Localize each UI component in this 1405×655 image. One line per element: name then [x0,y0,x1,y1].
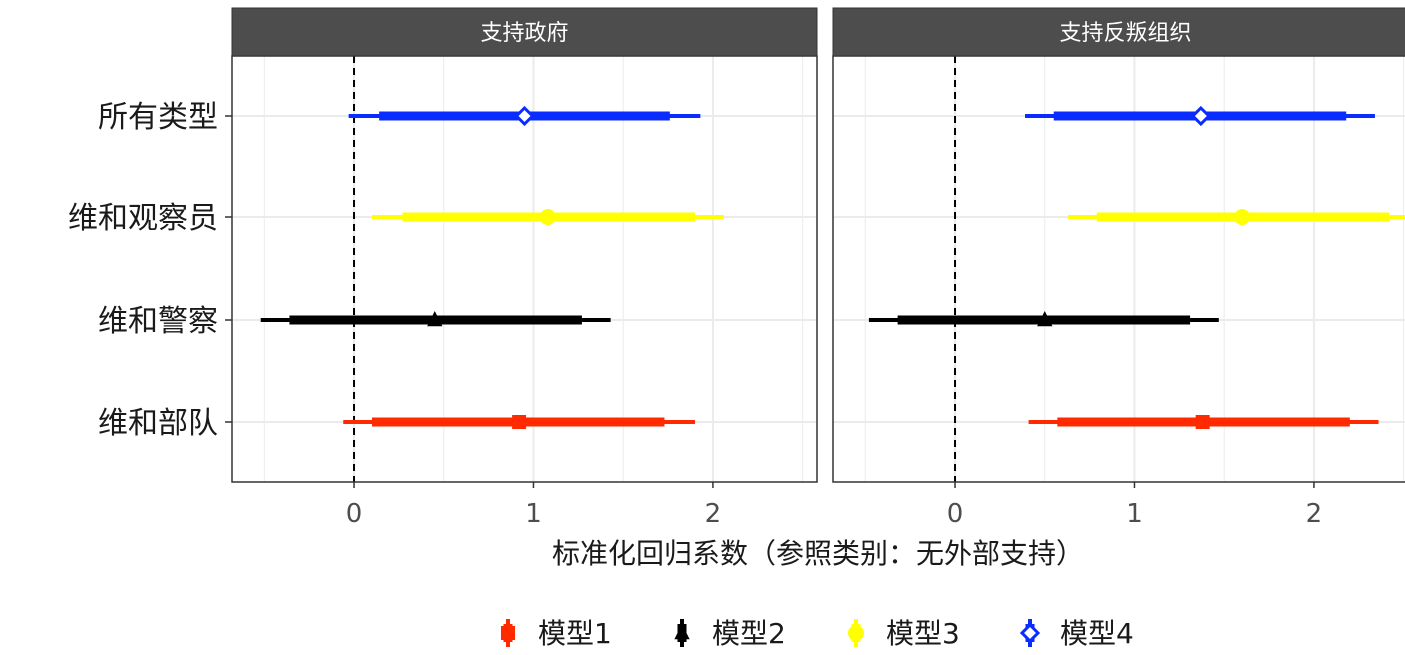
x-axis-title: 标准化回归系数（参照类别：无外部支持） [552,537,1084,570]
y-category-label: 维和部队 [98,406,218,441]
estimate-3 [868,311,1219,327]
panel-background [833,56,1405,482]
facet-strip [231,7,818,57]
legend-label: 模型2 [712,617,786,650]
panel-1: 支持政府 0 1 2 [231,7,818,529]
y-category-label: 维和观察员 [68,201,218,236]
estimate-4 [343,415,695,429]
point-estimate [1037,311,1053,327]
point-estimate [512,415,527,429]
legend: 模型1 模型2 模型3 模型4 [501,617,1134,650]
legend-item: 模型4 [1019,617,1134,650]
estimate-2 [1068,209,1405,225]
y-category-label: 所有类型 [98,100,218,135]
x-tick-label: 0 [947,499,964,529]
facet-title: 支持反叛组织 [1059,21,1191,46]
x-tick-label: 1 [525,499,542,529]
estimate-1 [1025,105,1375,127]
legend-key-marker [1019,622,1041,644]
point-estimate [539,209,556,225]
legend-label: 模型1 [538,617,612,650]
legend-item: 模型3 [848,617,960,650]
legend-item: 模型2 [674,617,786,650]
estimate-1 [348,105,701,127]
point-estimate [1195,415,1210,429]
facet-strip [832,7,1405,57]
legend-item: 模型1 [501,617,612,650]
estimate-3 [260,311,611,327]
legend-key-marker [501,626,515,640]
facet-title: 支持政府 [480,21,568,46]
estimate-4 [1028,415,1379,429]
point-estimate [427,311,443,327]
panel-background [232,56,817,482]
legend-key-marker [674,624,690,640]
legend-label: 模型4 [1060,617,1134,650]
legend-key-marker [848,625,864,641]
x-tick-label: 1 [1126,499,1143,529]
x-tick-label: 2 [705,499,722,529]
legend-label: 模型3 [886,617,960,650]
estimate-2 [371,209,724,225]
x-tick-label: 2 [1306,499,1323,529]
point-estimate [514,105,535,127]
x-tick-label: 0 [346,499,363,529]
y-category-label: 维和警察 [98,304,218,339]
point-estimate [1190,105,1211,127]
panel-2: 支持反叛组织 0 1 2 [832,7,1405,529]
point-estimate [1234,209,1251,225]
